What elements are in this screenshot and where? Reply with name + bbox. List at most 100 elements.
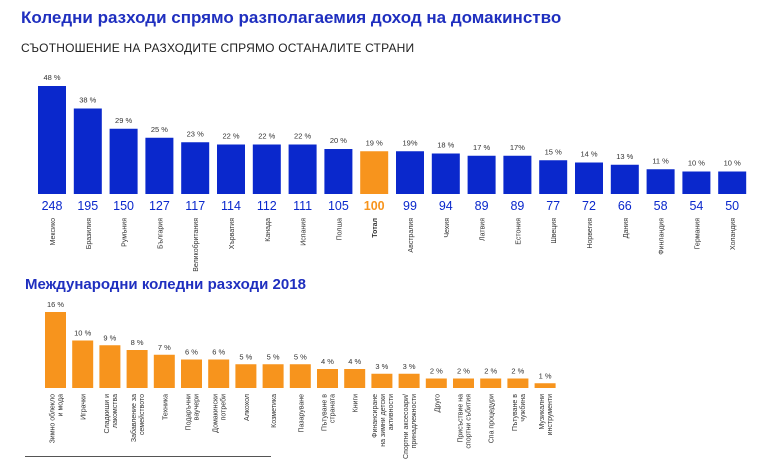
index-label: 195 (77, 199, 98, 213)
category-label: Алкохол (244, 394, 251, 421)
bar-value-label: 23 % (187, 129, 204, 138)
bar (371, 373, 393, 388)
bar-value-label: 3 % (403, 362, 416, 371)
index-label: 111 (293, 199, 312, 213)
bar-value-label: 22 % (258, 132, 275, 141)
bar-value-label: 10 % (74, 329, 91, 338)
bar-value-label: 19 % (366, 138, 383, 147)
bar (398, 373, 420, 388)
bar-value-label: 22 % (294, 132, 311, 141)
index-label: 127 (149, 199, 170, 213)
index-label: 114 (221, 199, 241, 213)
bar (45, 312, 66, 388)
bar-value-label: 6 % (185, 348, 198, 357)
category-label: Домакинскипотреби (213, 394, 228, 433)
category-label: Бразилия (86, 218, 93, 249)
bar (289, 364, 311, 388)
category-label: Хърватия (229, 218, 236, 249)
category-label: Музикалниинструменти (539, 394, 554, 435)
index-label: 58 (654, 199, 668, 213)
category-label: Швеция (551, 218, 558, 244)
bar (235, 364, 257, 388)
bar-value-label: 18 % (437, 141, 454, 150)
category-label: Пътуване вчужбина (512, 394, 527, 431)
bar-value-label: 6 % (212, 348, 225, 357)
category-label: Испания (301, 218, 308, 246)
category-label: Сладкиши илакомства (104, 394, 119, 434)
bar-value-label: 48 % (43, 73, 60, 82)
bar (153, 354, 175, 388)
bar-value-label: 22 % (222, 132, 239, 141)
bar (288, 144, 317, 194)
category-label: Дания (623, 218, 630, 238)
bar (317, 369, 338, 388)
bar-value-label: 29 % (115, 116, 132, 125)
bar (646, 169, 675, 194)
bar-value-label: 16 % (47, 300, 64, 309)
category-label: Забавление засемейството (130, 394, 146, 442)
category-label: Холандия (730, 218, 737, 250)
bar-value-label: 5 % (267, 352, 280, 361)
bar (431, 153, 460, 194)
bar (610, 164, 639, 194)
category-label: Присъствие наспортни събития (458, 394, 473, 449)
category-label: Подаръчниваучери (186, 394, 201, 431)
bar (324, 149, 353, 194)
index-label: 77 (546, 199, 560, 213)
bar-value-label: 13 % (616, 152, 633, 161)
bar-value-label: 3 % (375, 362, 388, 371)
bar-value-label: 20 % (330, 136, 347, 145)
bar (181, 359, 202, 388)
category-label: Финландия (659, 218, 666, 255)
bar (252, 144, 281, 194)
bar (145, 137, 174, 194)
bar-value-label: 5 % (294, 352, 307, 361)
bar (575, 162, 603, 194)
category-label: Естония (515, 218, 522, 245)
index-label: 66 (618, 199, 632, 213)
category-label: Книги (353, 394, 360, 412)
bar-value-label: 10 % (724, 159, 741, 168)
bar-value-label: 19% (402, 138, 417, 147)
bar (396, 151, 424, 194)
bar (72, 340, 94, 388)
bar (344, 369, 366, 388)
bar (467, 155, 496, 194)
bar-value-label: 5 % (239, 352, 252, 361)
bar-value-label: 10 % (688, 159, 705, 168)
bar-value-label: 2 % (457, 367, 470, 376)
bar (503, 155, 532, 194)
category-label: Германия (694, 218, 701, 250)
category-label: Мексико (50, 218, 57, 245)
category-label: Пътуване встраната (322, 394, 337, 431)
footnote-divider (25, 456, 271, 457)
index-label: 89 (475, 199, 489, 213)
bar-value-label: 2 % (430, 367, 443, 376)
category-label: Полша (336, 218, 343, 240)
category-label: Друго (434, 394, 441, 412)
bar (480, 378, 502, 388)
chart1-title: Коледни разходи спрямо разполагаемия дох… (21, 8, 562, 27)
category-label: Финансиранена зимни детскиактивности (372, 394, 395, 447)
bar (208, 359, 230, 388)
category-label: Латвия (480, 218, 487, 241)
bar (360, 151, 389, 194)
category-label: Пазаруване (298, 394, 305, 433)
bar-value-label: 4 % (321, 357, 334, 366)
index-label: 105 (328, 199, 349, 213)
index-label: 100 (364, 199, 385, 213)
index-label: 112 (257, 199, 277, 213)
index-label: 50 (725, 199, 739, 213)
chart1-plot: 48 % 248 Мексико 38 % 195 Бразилия 29 % 150 Румъ… (38, 73, 747, 272)
bar (682, 171, 711, 194)
category-label: Норвегия (587, 218, 594, 249)
bar-value-label: 7 % (158, 343, 171, 352)
category-label: Великобритания (192, 218, 200, 272)
bar (507, 378, 529, 388)
bar-value-label: 17 % (473, 143, 490, 152)
category-label: Козметика (271, 394, 278, 428)
bar (126, 350, 148, 388)
bar-value-label: 11 % (652, 156, 669, 165)
chart2-title: Международни коледни разходи 2018 (25, 276, 306, 293)
